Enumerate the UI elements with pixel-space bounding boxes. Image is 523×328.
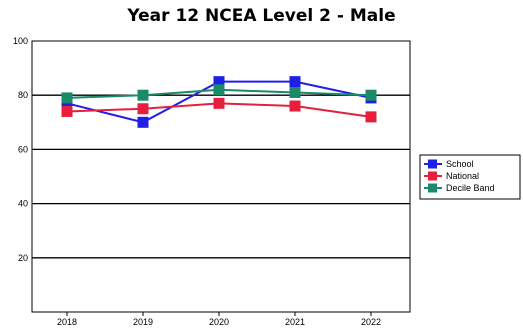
data-point — [289, 86, 301, 98]
data-point — [365, 89, 377, 101]
legend-label: Decile Band — [446, 183, 495, 193]
x-tick-label: 2019 — [133, 317, 153, 327]
legend-marker — [428, 159, 437, 169]
chart-title: Year 12 NCEA Level 2 - Male — [127, 6, 396, 26]
legend-label: School — [446, 159, 474, 169]
x-tick-label: 2022 — [361, 317, 381, 327]
x-tick-label: 2020 — [209, 317, 229, 327]
legend-marker — [428, 171, 437, 181]
legend-entry: Decile Band — [424, 183, 495, 193]
y-tick-label: 60 — [18, 144, 28, 154]
series-decile-band — [61, 84, 377, 104]
data-point — [137, 103, 149, 115]
series-national — [61, 97, 377, 123]
data-point — [61, 92, 73, 104]
data-point — [137, 116, 149, 128]
legend: School National Decile Band — [419, 154, 521, 200]
data-point — [213, 97, 225, 109]
y-tick-label: 80 — [18, 90, 28, 100]
data-point — [213, 76, 225, 88]
legend-marker — [428, 183, 437, 193]
y-tick-label: 100 — [13, 36, 28, 46]
grid-layer — [32, 94, 410, 259]
x-tick-label: 2018 — [57, 317, 77, 327]
data-point — [289, 76, 301, 88]
x-tick-label: 2021 — [285, 317, 305, 327]
data-point — [289, 100, 301, 112]
legend-label: National — [446, 171, 479, 181]
data-point — [137, 89, 149, 101]
data-point — [61, 105, 73, 117]
y-tick-label: 40 — [18, 199, 28, 209]
y-axis-ticks: 20 40 60 80 100 — [13, 36, 28, 263]
legend-entry: National — [424, 171, 479, 181]
plot-frame — [31, 40, 411, 313]
x-axis-ticks: 2018 2019 2020 2021 2022 — [57, 312, 381, 327]
y-tick-label: 20 — [18, 253, 28, 263]
legend-entry: School — [424, 159, 474, 169]
data-point — [365, 111, 377, 123]
data-point — [213, 84, 225, 96]
series-layer — [61, 76, 377, 128]
